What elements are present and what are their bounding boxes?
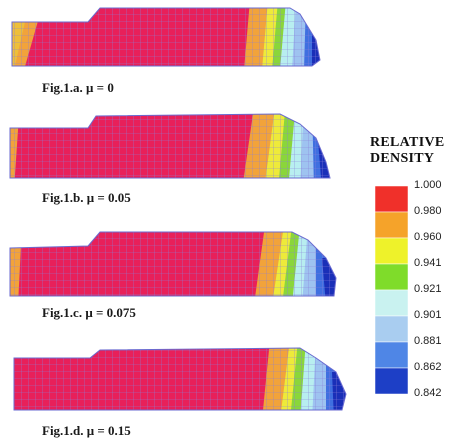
legend-label: 0.901 bbox=[414, 309, 442, 321]
legend-swatch bbox=[374, 341, 409, 369]
legend-label: 0.980 bbox=[414, 205, 442, 217]
simulation-panel-b bbox=[9, 113, 331, 179]
caption-fig-b: Fig.1.b. μ = 0.05 bbox=[42, 190, 131, 205]
legend-title-line-1: RELATIVE bbox=[370, 135, 445, 150]
legend-swatch bbox=[374, 367, 409, 395]
legend-label: 0.960 bbox=[414, 231, 442, 243]
legend-label: 1.000 bbox=[414, 179, 442, 191]
legend-swatch bbox=[374, 211, 409, 239]
simulation-panel-a bbox=[11, 7, 321, 67]
legend-label: 0.862 bbox=[414, 361, 442, 373]
legend-color-scale bbox=[374, 185, 409, 395]
legend-swatch bbox=[374, 237, 409, 265]
simulation-panel-c bbox=[9, 231, 337, 297]
caption-fig-c: Fig.1.c. μ = 0.075 bbox=[42, 305, 136, 320]
caption-fig-d: Fig.1.d. μ = 0.15 bbox=[42, 423, 131, 438]
simulation-panel-d bbox=[13, 347, 347, 411]
legend-swatch bbox=[374, 315, 409, 343]
legend-title-line-2: DENSITY bbox=[370, 151, 435, 166]
legend-swatch bbox=[374, 185, 409, 213]
legend-label: 0.881 bbox=[414, 335, 442, 347]
legend-label: 0.941 bbox=[414, 257, 442, 269]
legend-swatch bbox=[374, 263, 409, 291]
caption-fig-a: Fig.1.a. μ = 0 bbox=[42, 80, 114, 95]
legend-label: 0.921 bbox=[414, 283, 442, 295]
legend-label: 0.842 bbox=[414, 387, 442, 399]
legend-swatch bbox=[374, 289, 409, 317]
